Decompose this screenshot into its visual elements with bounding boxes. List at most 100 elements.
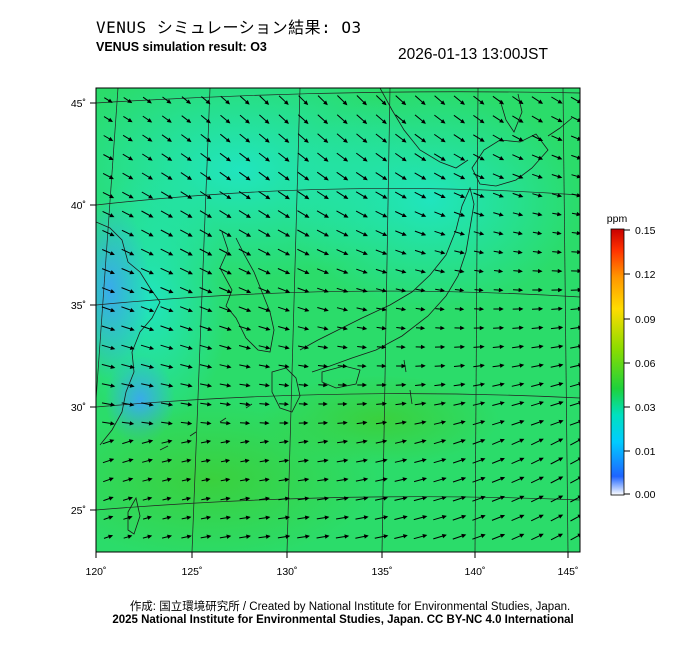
wind-arrow-head bbox=[363, 515, 369, 520]
wind-arrow-head bbox=[146, 99, 152, 104]
wind-arrow-head bbox=[421, 250, 427, 255]
wind-arrow-head bbox=[557, 533, 564, 538]
parallel-45 bbox=[96, 91, 580, 104]
wind-arrow-head bbox=[323, 363, 329, 369]
wind-arrow-head bbox=[186, 137, 192, 143]
wind-arrow-head bbox=[323, 439, 329, 444]
wind-arrow-head bbox=[149, 383, 154, 388]
wind-arrow-head bbox=[187, 213, 193, 218]
coastlines bbox=[96, 88, 573, 535]
colorbar-tick-0.01: 0.01 bbox=[635, 446, 656, 458]
wind-arrow-head bbox=[323, 213, 329, 218]
wind-arrow-head bbox=[402, 534, 408, 539]
wind-arrow-head bbox=[323, 288, 329, 293]
wind-arrow-head bbox=[499, 137, 505, 142]
wind-arrow-head bbox=[264, 138, 270, 143]
wind-arrow-head bbox=[206, 137, 212, 143]
wind-arrow-head bbox=[420, 100, 426, 106]
lon-tick-130: 130˚ bbox=[276, 566, 297, 578]
wind-arrow-head bbox=[187, 421, 193, 426]
map-frame bbox=[95, 87, 581, 553]
wind-arrow-head bbox=[187, 194, 193, 199]
wind-arrow-head bbox=[127, 98, 133, 104]
wind-arrow-head bbox=[382, 269, 388, 274]
wind-arrow-head bbox=[167, 477, 172, 482]
wind-arrow-head bbox=[129, 232, 135, 237]
wind-arrow-head bbox=[459, 231, 466, 236]
wind-arrow-head bbox=[284, 213, 290, 218]
wind-arrow-head bbox=[420, 119, 426, 124]
wind-arrow-head bbox=[323, 345, 329, 350]
meridian-135 bbox=[286, 88, 301, 552]
parallel-35 bbox=[96, 290, 580, 306]
graticule bbox=[96, 88, 580, 552]
wind-arrow-head bbox=[422, 515, 428, 520]
wind-arrow-head bbox=[362, 175, 368, 181]
wind-arrow-head bbox=[537, 249, 543, 255]
lat-tick-25: 25˚ bbox=[71, 505, 86, 517]
kyushu-coast bbox=[271, 367, 301, 413]
wind-arrow-head bbox=[498, 287, 504, 293]
wind-arrow-head bbox=[265, 401, 270, 407]
meridian-125 bbox=[96, 88, 119, 401]
wind-arrow-head bbox=[168, 345, 174, 350]
wind-arrow-head bbox=[539, 382, 544, 387]
longitude-axis: 120˚ 125˚ 130˚ 135˚ 140˚ 145˚ bbox=[85, 552, 579, 578]
wind-arrow-head bbox=[363, 534, 369, 539]
wind-arrow-head bbox=[558, 419, 564, 425]
wind-arrow-head bbox=[129, 345, 135, 350]
wind-arrow-head bbox=[324, 496, 330, 501]
wind-arrow-head bbox=[558, 438, 564, 443]
wind-arrow-head bbox=[499, 174, 505, 179]
wind-arrow-head bbox=[206, 534, 212, 539]
wind-arrow-head bbox=[499, 306, 504, 312]
taiwan-coast bbox=[127, 496, 141, 535]
wind-arrow-head bbox=[284, 439, 289, 445]
wind-arrow-head bbox=[149, 364, 155, 369]
wind-arrow-head bbox=[459, 287, 465, 293]
wind-arrow-head bbox=[108, 477, 114, 482]
wind-arrow-head bbox=[538, 118, 544, 123]
wind-arrow-head bbox=[362, 250, 368, 255]
wind-arrow-head bbox=[128, 439, 134, 444]
wind-arrow-head bbox=[537, 231, 543, 236]
wind-arrow-head bbox=[109, 270, 115, 275]
wind-arrow-head bbox=[499, 156, 505, 161]
wind-arrow-head bbox=[323, 138, 329, 143]
wind-arrow-head bbox=[265, 176, 271, 181]
wind-arrow-head bbox=[185, 99, 192, 105]
wind-arrow-head bbox=[148, 251, 154, 256]
wind-arrow-head bbox=[206, 194, 212, 200]
wind-arrow-head bbox=[205, 477, 211, 483]
wind-arrow-head bbox=[147, 534, 153, 539]
wind-arrow-head bbox=[538, 287, 543, 293]
wind-arrow-head bbox=[343, 288, 349, 293]
wind-arrow-head bbox=[147, 156, 153, 161]
wind-arrow-head bbox=[461, 477, 467, 482]
wind-arrow-head bbox=[304, 477, 310, 482]
colorbar-tick-0.06: 0.06 bbox=[635, 358, 656, 370]
wind-arrow-head bbox=[128, 477, 134, 482]
wind-arrow-head bbox=[147, 515, 152, 520]
wind-arrow-head bbox=[420, 306, 426, 312]
wind-arrow-head bbox=[110, 307, 116, 313]
wind-arrow-head bbox=[128, 175, 134, 180]
wind-arrow-head bbox=[207, 326, 213, 331]
wind-arrow-head bbox=[460, 100, 465, 105]
wind-arrow-head bbox=[265, 213, 271, 218]
wind-arrow-head bbox=[225, 477, 231, 482]
wind-arrow-head bbox=[168, 421, 173, 426]
wind-arrow-head bbox=[362, 307, 368, 312]
russia-coast bbox=[379, 88, 469, 169]
wind-arrow-head bbox=[284, 345, 290, 350]
wind-arrow bbox=[569, 421, 580, 426]
wind-arrow-head bbox=[323, 382, 328, 388]
wind-arrow-head bbox=[362, 401, 368, 407]
wind-arrow-head bbox=[323, 458, 329, 463]
wind-arrow-head bbox=[285, 307, 290, 312]
wind-arrow-head bbox=[285, 251, 291, 256]
wind-arrow-head bbox=[265, 157, 270, 162]
colorbar-tick-0.15: 0.15 bbox=[635, 225, 656, 237]
wind-arrow-head bbox=[245, 213, 251, 218]
wind-arrow-head bbox=[343, 213, 349, 218]
